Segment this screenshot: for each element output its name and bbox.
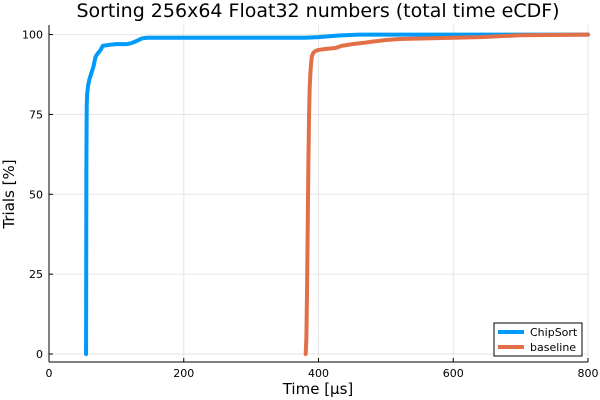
x-tick-label: 600 [443,367,464,380]
legend-box [493,322,583,357]
x-tick-label: 0 [46,367,53,380]
x-tick-label: 800 [578,367,599,380]
legend-label: baseline [530,341,576,354]
y-axis-label: Trials [%] [0,159,18,229]
series-line-baseline [303,32,590,357]
y-tick-label: 75 [29,108,43,121]
y-tick-label: 100 [22,29,43,42]
grid [48,25,589,362]
series-lines [84,32,590,357]
legend: ChipSort baseline [493,322,583,357]
series-line-chipsort [84,32,590,357]
y-tick-label: 50 [29,188,43,201]
axes: 0 200 400 600 800 0 25 50 75 100 [22,25,599,380]
x-axis-label: Time [μs] [282,380,354,398]
y-tick-label: 0 [36,348,43,361]
chart-title: Sorting 256x64 Float32 numbers (total ti… [76,0,559,22]
x-tick-label: 400 [308,367,329,380]
x-tick-label: 200 [173,367,194,380]
legend-label: ChipSort [530,326,578,339]
y-tick-label: 25 [29,268,43,281]
